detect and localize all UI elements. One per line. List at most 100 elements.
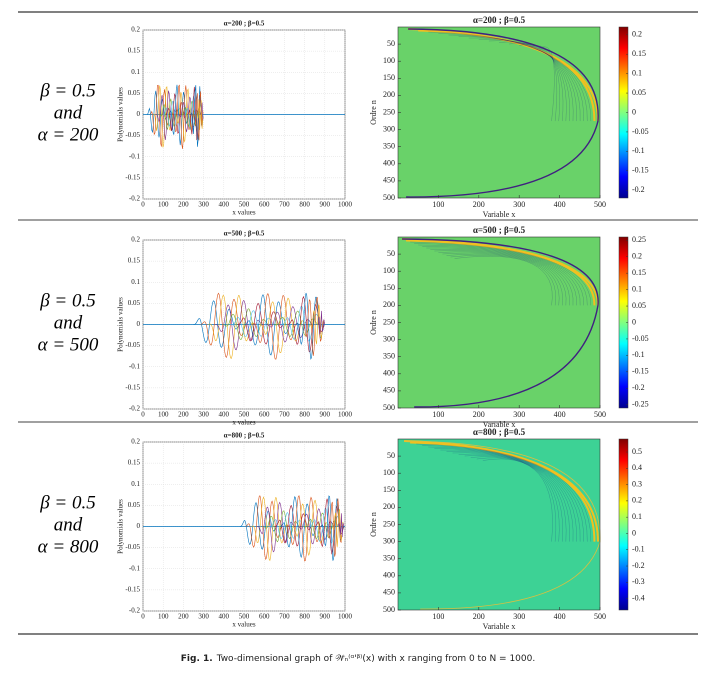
colorbar-tick-label: -0.3 bbox=[632, 577, 645, 586]
heatmap-title: α=500 ; β=0.5 bbox=[473, 225, 526, 235]
heatmap-fringe bbox=[438, 251, 567, 306]
x-tick-label: 300 bbox=[198, 201, 209, 209]
y-tick-label: -0.2 bbox=[129, 405, 141, 413]
x-tick-label: 200 bbox=[473, 612, 485, 621]
y-tick-label: 200 bbox=[383, 502, 395, 511]
colorbar-tick-label: -0.05 bbox=[632, 334, 649, 343]
x-tick-label: 300 bbox=[198, 411, 209, 419]
heatmap-title: α=800 ; β=0.5 bbox=[473, 427, 526, 437]
x-tick-label: 200 bbox=[178, 613, 189, 621]
y-tick-label: 0.1 bbox=[131, 480, 140, 488]
colorbar-tick-label: 0.4 bbox=[632, 463, 642, 472]
plot-title: α=500 ; β=0.5 bbox=[224, 230, 265, 238]
y-tick-label: 0.1 bbox=[131, 68, 140, 76]
row-label: β = 0.5 bbox=[39, 80, 96, 101]
heatmap-fringe bbox=[446, 253, 560, 306]
polynomial-curve bbox=[193, 300, 240, 348]
colorbar-tick-label: 0.05 bbox=[632, 301, 646, 310]
x-tick-label: 500 bbox=[594, 200, 606, 209]
polynomial-curve bbox=[286, 495, 323, 562]
y-tick-label: 0 bbox=[137, 110, 141, 118]
x-tick-label: 900 bbox=[320, 613, 331, 621]
y-tick-label: -0.15 bbox=[125, 173, 140, 181]
y-tick-label: 50 bbox=[387, 39, 395, 48]
row-label: α = 500 bbox=[38, 334, 99, 355]
row-label: β = 0.5 bbox=[39, 492, 96, 513]
polynomial-curve bbox=[309, 507, 344, 544]
x-tick-label: 300 bbox=[198, 613, 209, 621]
colorbar-tick-label: 0.1 bbox=[632, 284, 642, 293]
x-tick-label: 600 bbox=[259, 201, 270, 209]
heatmap-fringe bbox=[438, 33, 588, 122]
y-tick-label: 150 bbox=[383, 73, 395, 82]
x-tick-label: 600 bbox=[259, 613, 270, 621]
x-tick-label: 0 bbox=[141, 411, 145, 419]
y-tick-label: 500 bbox=[383, 403, 395, 412]
polynomial-curve bbox=[168, 84, 189, 146]
heatmap-fringe bbox=[410, 241, 592, 306]
heatmap-fringe bbox=[442, 252, 563, 306]
heatmap-fringe bbox=[470, 456, 560, 542]
y-tick-label: -0.1 bbox=[129, 152, 141, 160]
heatmap-background bbox=[398, 27, 600, 198]
x-axis-label: x values bbox=[232, 621, 255, 629]
y-tick-label: 0.2 bbox=[131, 26, 140, 34]
x-tick-label: 500 bbox=[239, 613, 250, 621]
polynomial-curve bbox=[197, 99, 204, 130]
x-tick-label: 200 bbox=[178, 201, 189, 209]
colorbar-tick-label: 0.1 bbox=[632, 68, 642, 77]
heatmap-fringe bbox=[434, 448, 581, 542]
colorbar-tick-label: -0.05 bbox=[632, 127, 649, 136]
x-tick-label: 800 bbox=[299, 411, 310, 419]
x-tick-label: 700 bbox=[279, 613, 290, 621]
heatmap-fringe bbox=[478, 39, 574, 122]
x-tick-label: 200 bbox=[473, 200, 485, 209]
heatmap-fringe bbox=[458, 453, 567, 542]
polynomial-curve bbox=[302, 297, 325, 356]
colorbar-tick-label: -0.4 bbox=[632, 593, 645, 602]
y-tick-label: 0 bbox=[137, 522, 141, 530]
y-axis-label: Polynomials values bbox=[117, 87, 125, 142]
heatmap-fringe bbox=[422, 246, 581, 306]
x-tick-label: 800 bbox=[299, 201, 310, 209]
polynomial-curve bbox=[292, 499, 329, 557]
colorbar-tick-label: 0.3 bbox=[632, 479, 642, 488]
y-tick-label: 0.05 bbox=[128, 89, 141, 97]
colorbar-tick-label: 0.2 bbox=[632, 252, 642, 261]
y-tick-label: -0.15 bbox=[125, 585, 140, 593]
x-tick-label: 500 bbox=[239, 411, 250, 419]
heatmap-fringe bbox=[418, 29, 596, 122]
row-label: β = 0.5 bbox=[39, 290, 96, 311]
colorbar bbox=[618, 438, 629, 611]
x-tick-label: 200 bbox=[473, 410, 485, 419]
y-tick-label: 500 bbox=[383, 605, 395, 614]
row-label: α = 200 bbox=[38, 124, 99, 145]
y-tick-label: 200 bbox=[383, 300, 395, 309]
y-axis-label: Polynomials values bbox=[117, 297, 125, 352]
colorbar-tick-label: 0 bbox=[632, 317, 636, 326]
x-axis-label: Variable x bbox=[483, 210, 516, 219]
x-tick-label: 100 bbox=[432, 200, 444, 209]
colorbar-tick-label: -0.2 bbox=[632, 383, 645, 392]
heatmap-background bbox=[398, 237, 600, 408]
heatmap-boundary bbox=[406, 28, 599, 198]
y-tick-label: -0.2 bbox=[129, 195, 141, 203]
colorbar-tick-label: 0.2 bbox=[632, 30, 642, 39]
polynomial-curve bbox=[273, 310, 320, 337]
heatmap-fringe bbox=[458, 36, 581, 122]
polynomial-curve bbox=[257, 501, 294, 553]
y-tick-label: 450 bbox=[383, 176, 395, 185]
colorbar-tick-label: -0.1 bbox=[632, 146, 645, 155]
heatmap-title: α=200 ; β=0.5 bbox=[473, 15, 526, 25]
x-tick-label: 1000 bbox=[338, 613, 353, 621]
polynomial-curve bbox=[153, 85, 173, 148]
y-tick-label: 100 bbox=[383, 56, 395, 65]
polynomial-curve bbox=[251, 496, 288, 562]
y-tick-label: 0.05 bbox=[128, 299, 141, 307]
colorbar-tick-label: 0.5 bbox=[632, 447, 642, 456]
x-axis-label: x values bbox=[232, 209, 255, 217]
y-tick-label: 300 bbox=[383, 124, 395, 133]
y-tick-label: 150 bbox=[383, 485, 395, 494]
x-tick-label: 700 bbox=[279, 201, 290, 209]
heatmap-fringe bbox=[539, 46, 555, 122]
